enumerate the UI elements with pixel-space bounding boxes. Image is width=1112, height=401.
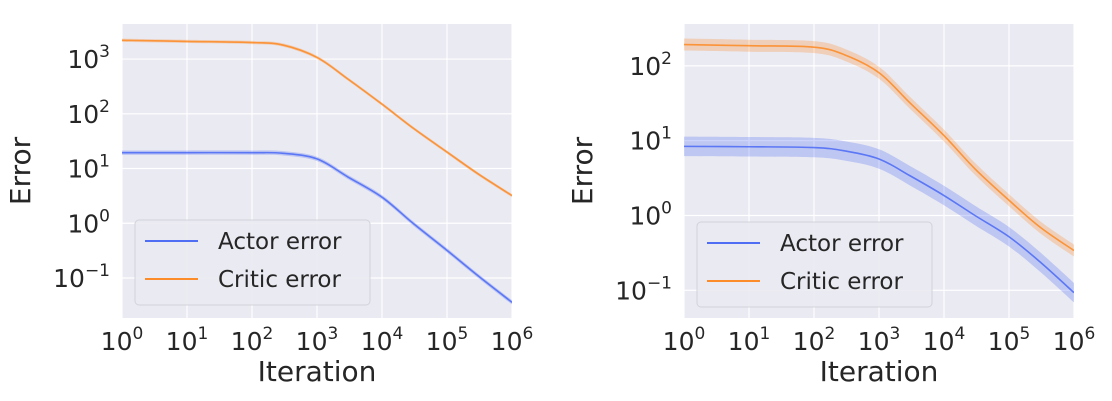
x-tick-label: 103	[858, 324, 901, 356]
x-tick-base: 10	[361, 327, 393, 356]
y-tick-exponent: 1	[661, 124, 672, 144]
x-tick-base: 10	[1053, 327, 1085, 356]
x-tick-base: 10	[491, 327, 523, 356]
y-tick-label: 103	[67, 42, 110, 74]
legend: Actor error Critic error	[134, 219, 371, 306]
y-tick-exponent: 0	[99, 206, 110, 226]
x-tick-label: 102	[231, 324, 274, 356]
y-tick-base: 10	[67, 45, 99, 74]
y-tick-exponent: 1	[99, 152, 110, 172]
x-tick-base: 10	[923, 327, 955, 356]
x-tick-base: 10	[858, 327, 890, 356]
y-tick-label: 101	[629, 124, 672, 156]
x-tick-exponent: 3	[889, 324, 900, 344]
x-tick-base: 10	[166, 327, 198, 356]
x-tick-base: 10	[988, 327, 1020, 356]
legend-label: Critic error	[218, 267, 341, 293]
x-tick-base: 10	[231, 327, 263, 356]
x-axis-label: Iteration	[820, 355, 939, 388]
series-line-critic-error	[684, 43, 1074, 252]
x-tick-exponent: 6	[522, 324, 533, 344]
y-tick-label: 102	[67, 97, 110, 129]
x-tick-exponent: 3	[327, 324, 338, 344]
x-tick-base: 10	[728, 327, 760, 356]
x-tick-exponent: 5	[1019, 324, 1030, 344]
x-tick-exponent: 6	[1084, 324, 1095, 344]
series-line-actor-error	[122, 151, 512, 303]
chart-panel-2: 100 101 102 103 104 105 10610−1100101102Iterat…	[566, 24, 1095, 388]
y-tick-exponent: 3	[99, 42, 110, 62]
y-tick-label: 102	[629, 49, 672, 81]
y-tick-base: 10	[67, 100, 99, 129]
x-tick-base: 10	[101, 327, 133, 356]
y-tick-exponent: 2	[99, 97, 110, 117]
chart-panel-1: 100 101 102 103 104 105 10610−1100101102103Ite…	[4, 24, 533, 388]
y-tick-base: 10	[67, 155, 99, 184]
legend-label: Actor error	[218, 229, 342, 255]
legend-label: Actor error	[780, 231, 904, 257]
x-tick-label: 105	[426, 324, 469, 356]
x-tick-exponent: 5	[457, 324, 468, 344]
x-tick-label: 100	[101, 324, 144, 356]
x-tick-exponent: 0	[132, 324, 143, 344]
y-tick-base: 10	[629, 127, 661, 156]
legend-label: Critic error	[780, 269, 903, 295]
y-tick-label: 100	[629, 199, 672, 231]
y-tick-base: 10	[615, 276, 647, 305]
plot-series	[684, 38, 1074, 303]
x-tick-exponent: 4	[954, 324, 965, 344]
x-tick-label: 101	[728, 324, 771, 356]
y-tick-label: 101	[67, 152, 110, 184]
x-tick-exponent: 1	[759, 324, 770, 344]
x-tick-base: 10	[426, 327, 458, 356]
x-tick-label: 101	[166, 324, 209, 356]
y-axis-label: Error	[566, 136, 599, 205]
x-tick-label: 106	[491, 324, 534, 356]
y-tick-label: 10−1	[53, 261, 110, 293]
x-tick-exponent: 2	[262, 324, 273, 344]
x-tick-exponent: 0	[694, 324, 705, 344]
y-tick-exponent: 2	[661, 49, 672, 69]
x-tick-label: 104	[923, 324, 966, 356]
y-tick-base: 10	[629, 202, 661, 231]
y-tick-label: 10−1	[615, 273, 672, 305]
series-line-critic-error	[122, 39, 512, 197]
x-tick-exponent: 1	[197, 324, 208, 344]
y-tick-base: 10	[67, 209, 99, 238]
x-tick-label: 106	[1053, 324, 1096, 356]
x-tick-exponent: 4	[392, 324, 403, 344]
plot-series	[122, 38, 512, 305]
x-tick-label: 104	[361, 324, 404, 356]
y-tick-base: 10	[629, 52, 661, 81]
x-tick-label: 100	[663, 324, 706, 356]
y-tick-exponent: −1	[647, 273, 672, 293]
x-tick-exponent: 2	[824, 324, 835, 344]
x-tick-label: 103	[296, 324, 339, 356]
x-axis-label: Iteration	[258, 355, 377, 388]
y-tick-base: 10	[53, 264, 85, 293]
x-tick-base: 10	[296, 327, 328, 356]
legend: Actor error Critic error	[696, 221, 933, 308]
y-tick-exponent: 0	[661, 199, 672, 219]
x-tick-label: 102	[793, 324, 836, 356]
confidence-band-actor-error	[684, 136, 1074, 303]
series-line-actor-error	[684, 145, 1074, 294]
x-tick-base: 10	[793, 327, 825, 356]
x-tick-label: 105	[988, 324, 1031, 356]
y-tick-label: 100	[67, 206, 110, 238]
y-tick-exponent: −1	[85, 261, 110, 281]
y-axis-label: Error	[4, 136, 37, 205]
x-tick-base: 10	[663, 327, 695, 356]
